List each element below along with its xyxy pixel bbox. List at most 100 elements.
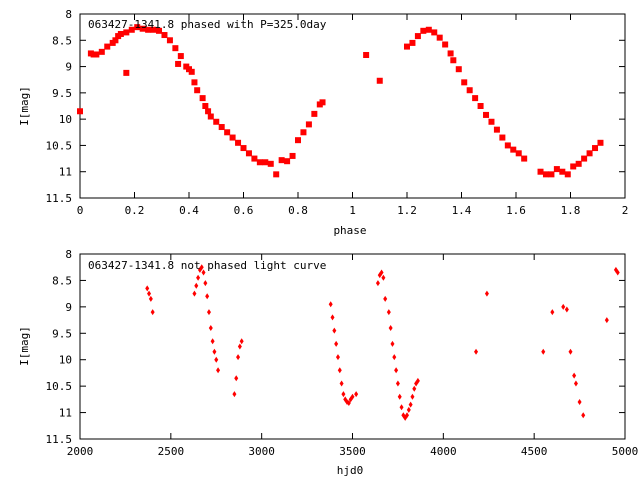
data-point bbox=[192, 290, 197, 297]
data-point bbox=[332, 327, 337, 334]
data-point bbox=[354, 391, 359, 398]
x-tick-label: 5000 bbox=[612, 445, 639, 458]
data-point bbox=[550, 309, 555, 316]
data-point bbox=[404, 43, 410, 50]
data-point bbox=[210, 338, 215, 345]
y-tick-label: 8.5 bbox=[52, 274, 72, 287]
x-axis-ticks: 0 0.2 0.4 0.6 0.8 1 1.2 1.4 1.6 1.8 2 bbox=[77, 14, 628, 217]
data-points bbox=[77, 24, 604, 178]
data-point bbox=[311, 110, 318, 117]
data-point bbox=[420, 27, 427, 34]
data-point bbox=[542, 171, 549, 178]
data-point bbox=[376, 77, 383, 84]
data-point bbox=[442, 41, 449, 48]
data-point bbox=[408, 401, 413, 408]
data-point bbox=[450, 57, 457, 64]
x-tick-label: 0.6 bbox=[234, 204, 254, 217]
data-point bbox=[350, 393, 355, 400]
x-tick-label: 0.2 bbox=[125, 204, 145, 217]
y-tick-label: 9 bbox=[65, 61, 72, 74]
y-tick-label: 8 bbox=[65, 248, 72, 261]
data-point bbox=[561, 303, 566, 310]
data-point bbox=[484, 290, 489, 297]
data-point bbox=[188, 68, 195, 75]
data-point bbox=[232, 391, 237, 398]
data-point bbox=[577, 399, 582, 405]
data-point bbox=[499, 134, 506, 141]
data-point bbox=[216, 367, 221, 374]
data-point bbox=[212, 348, 217, 355]
data-point bbox=[483, 111, 490, 118]
x-tick-label: 1.4 bbox=[452, 204, 472, 217]
data-point bbox=[93, 51, 100, 58]
data-point bbox=[229, 134, 236, 141]
data-point bbox=[251, 155, 258, 162]
y-tick-label: 8 bbox=[65, 8, 72, 21]
data-point bbox=[406, 406, 411, 413]
data-point bbox=[330, 314, 335, 321]
data-point bbox=[392, 354, 397, 361]
data-point bbox=[134, 24, 141, 31]
data-point bbox=[262, 159, 269, 166]
data-point bbox=[104, 43, 111, 50]
x-axis-ticks: 2000 2500 3000 3500 4000 4500 5000 bbox=[67, 254, 639, 458]
data-point bbox=[337, 367, 342, 374]
data-point bbox=[412, 385, 417, 392]
x-tick-label: 2000 bbox=[67, 445, 94, 458]
data-point bbox=[205, 293, 210, 300]
data-point bbox=[305, 121, 312, 128]
data-point bbox=[553, 166, 560, 173]
data-point bbox=[410, 393, 415, 400]
data-point bbox=[604, 317, 609, 324]
data-point bbox=[256, 159, 263, 166]
y-tick-label: 8.5 bbox=[52, 34, 72, 47]
data-point bbox=[237, 343, 242, 350]
data-point bbox=[488, 118, 495, 125]
data-point bbox=[145, 26, 152, 33]
data-point bbox=[405, 412, 409, 419]
data-point bbox=[592, 145, 599, 152]
data-point bbox=[575, 160, 582, 167]
x-axis-label: hjd0 bbox=[337, 464, 364, 477]
data-point bbox=[521, 155, 528, 162]
data-point bbox=[375, 280, 380, 287]
x-tick-label: 3500 bbox=[339, 445, 366, 458]
data-point bbox=[207, 113, 214, 120]
phased-light-curve-panel: 0 0.2 0.4 0.6 0.8 1 1.2 1.4 1.6 1.8 2 8 8.5 9 9.5 10 10… bbox=[18, 8, 628, 237]
x-tick-label: 1.6 bbox=[506, 204, 526, 217]
data-point bbox=[194, 282, 199, 289]
data-point bbox=[581, 155, 588, 162]
data-point bbox=[166, 37, 173, 44]
data-point bbox=[573, 380, 578, 387]
data-point bbox=[390, 340, 395, 347]
y-axis-label: I[mag] bbox=[18, 326, 31, 366]
x-tick-label: 0.8 bbox=[288, 204, 308, 217]
data-point bbox=[145, 285, 150, 292]
data-point bbox=[564, 306, 569, 313]
y-tick-label: 10.5 bbox=[46, 139, 73, 152]
data-point bbox=[203, 280, 208, 287]
data-point bbox=[300, 129, 307, 136]
data-points bbox=[145, 264, 620, 421]
y-tick-label: 10 bbox=[59, 113, 72, 126]
data-point bbox=[431, 29, 438, 36]
x-tick-label: 0 bbox=[77, 204, 84, 217]
data-point bbox=[447, 50, 454, 57]
data-point bbox=[425, 26, 432, 33]
data-point bbox=[597, 139, 604, 146]
data-point bbox=[199, 264, 204, 271]
data-point bbox=[334, 340, 339, 347]
data-point bbox=[363, 52, 370, 59]
data-point bbox=[436, 34, 443, 41]
panel-title: 063427-1341.8 phased with P=325.0day bbox=[88, 18, 327, 31]
y-tick-label: 9 bbox=[65, 301, 72, 314]
data-point bbox=[615, 269, 620, 276]
y-axis-ticks: 8 8.5 9 9.5 10 10.5 11 11.5 bbox=[46, 248, 625, 446]
data-point bbox=[339, 380, 344, 387]
data-point bbox=[515, 150, 522, 157]
x-tick-label: 4000 bbox=[430, 445, 457, 458]
data-point bbox=[472, 95, 479, 102]
data-point bbox=[239, 338, 244, 345]
data-point bbox=[383, 295, 388, 302]
